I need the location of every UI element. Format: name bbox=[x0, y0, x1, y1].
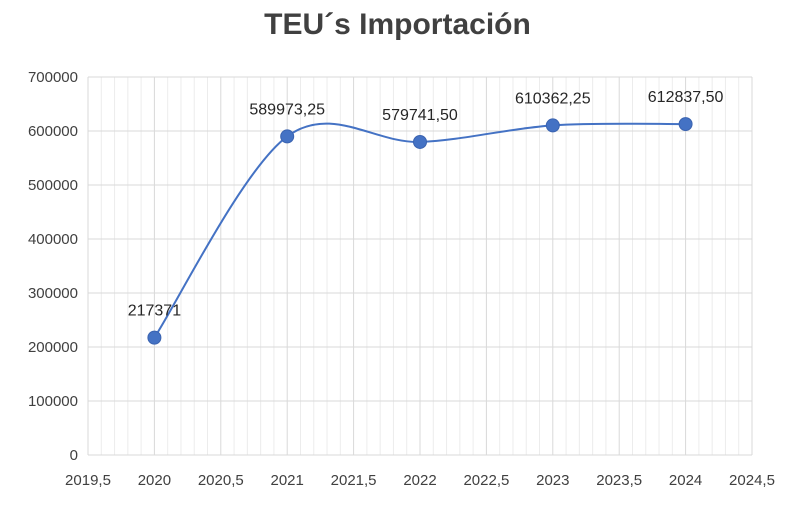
x-tick-label: 2021,5 bbox=[331, 472, 377, 489]
y-tick-label: 500000 bbox=[28, 177, 78, 194]
x-axis-ticks: 2019,5 2020 2020,5 2021 2021,5 2022 2022,5 2023… bbox=[65, 472, 775, 489]
data-label: 612837,50 bbox=[648, 89, 724, 106]
data-label: 217371 bbox=[128, 303, 181, 320]
data-point bbox=[413, 134, 427, 149]
x-tick-label: 2022,5 bbox=[463, 472, 509, 489]
y-tick-label: 400000 bbox=[28, 231, 78, 248]
data-point bbox=[545, 118, 560, 133]
data-label: 579741,50 bbox=[382, 107, 458, 124]
x-tick-label: 2023,5 bbox=[596, 472, 642, 489]
x-tick-label: 2019,5 bbox=[65, 472, 111, 489]
x-tick-label: 2022 bbox=[403, 472, 436, 489]
data-point bbox=[678, 117, 693, 132]
data-points bbox=[147, 117, 693, 345]
chart-title: TEU´s Importación bbox=[264, 8, 531, 41]
y-tick-label: 700000 bbox=[28, 69, 78, 86]
data-point bbox=[280, 129, 295, 144]
data-label: 610362,25 bbox=[515, 90, 591, 107]
data-labels: 217371 589973,25 579741,50 610362,25 612837,… bbox=[128, 89, 724, 320]
x-tick-label: 2023 bbox=[536, 472, 569, 489]
data-label: 589973,25 bbox=[249, 101, 325, 118]
y-tick-label: 100000 bbox=[28, 393, 78, 410]
data-point bbox=[147, 330, 162, 345]
y-tick-label: 600000 bbox=[28, 123, 78, 140]
major-gridlines bbox=[87, 76, 753, 456]
y-axis-ticks: 0 100000 200000 300000 400000 500000 600000 700… bbox=[28, 69, 78, 464]
x-tick-label: 2024 bbox=[669, 472, 702, 489]
series-line bbox=[153, 122, 686, 339]
x-tick-label: 2020 bbox=[138, 472, 171, 489]
y-tick-label: 300000 bbox=[28, 285, 78, 302]
y-tick-label: 200000 bbox=[28, 339, 78, 356]
minor-gridlines bbox=[100, 77, 740, 455]
x-tick-label: 2020,5 bbox=[198, 472, 244, 489]
x-tick-label: 2021 bbox=[271, 472, 304, 489]
y-tick-label: 0 bbox=[70, 447, 78, 464]
x-tick-label: 2024,5 bbox=[729, 472, 775, 489]
